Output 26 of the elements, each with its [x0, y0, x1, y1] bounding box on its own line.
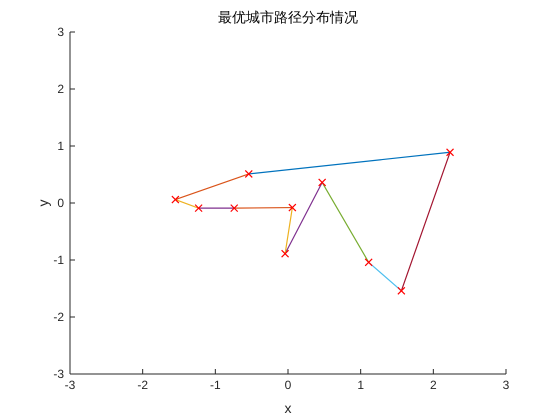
y-tick-label: -1: [53, 253, 64, 267]
y-tick-label: -2: [53, 310, 64, 324]
y-tick-label: -3: [53, 367, 64, 381]
x-tick-label: 1: [357, 378, 364, 392]
point: [397, 286, 406, 295]
point: [446, 148, 454, 156]
point: [244, 170, 253, 178]
point: [230, 204, 238, 212]
x-axis-title: x: [284, 400, 292, 416]
x-tick-label: -2: [137, 378, 148, 392]
y-tick-label: 2: [57, 82, 64, 96]
chart-title: 最优城市路径分布情况: [218, 9, 358, 25]
x-tick-label: 2: [430, 378, 437, 392]
x-tick-label: -1: [210, 378, 221, 392]
point: [364, 258, 373, 266]
x-tick-label: 0: [284, 378, 292, 392]
point: [194, 204, 203, 212]
point: [280, 250, 290, 258]
point: [288, 203, 296, 212]
y-tick-label: 1: [57, 139, 64, 153]
y-tick-label: 0: [57, 196, 64, 210]
y-tick-label: 3: [57, 25, 64, 39]
point: [318, 178, 326, 187]
point: [171, 195, 180, 204]
y-axis-title: y: [35, 200, 51, 206]
x-tick-label: 3: [502, 378, 510, 392]
